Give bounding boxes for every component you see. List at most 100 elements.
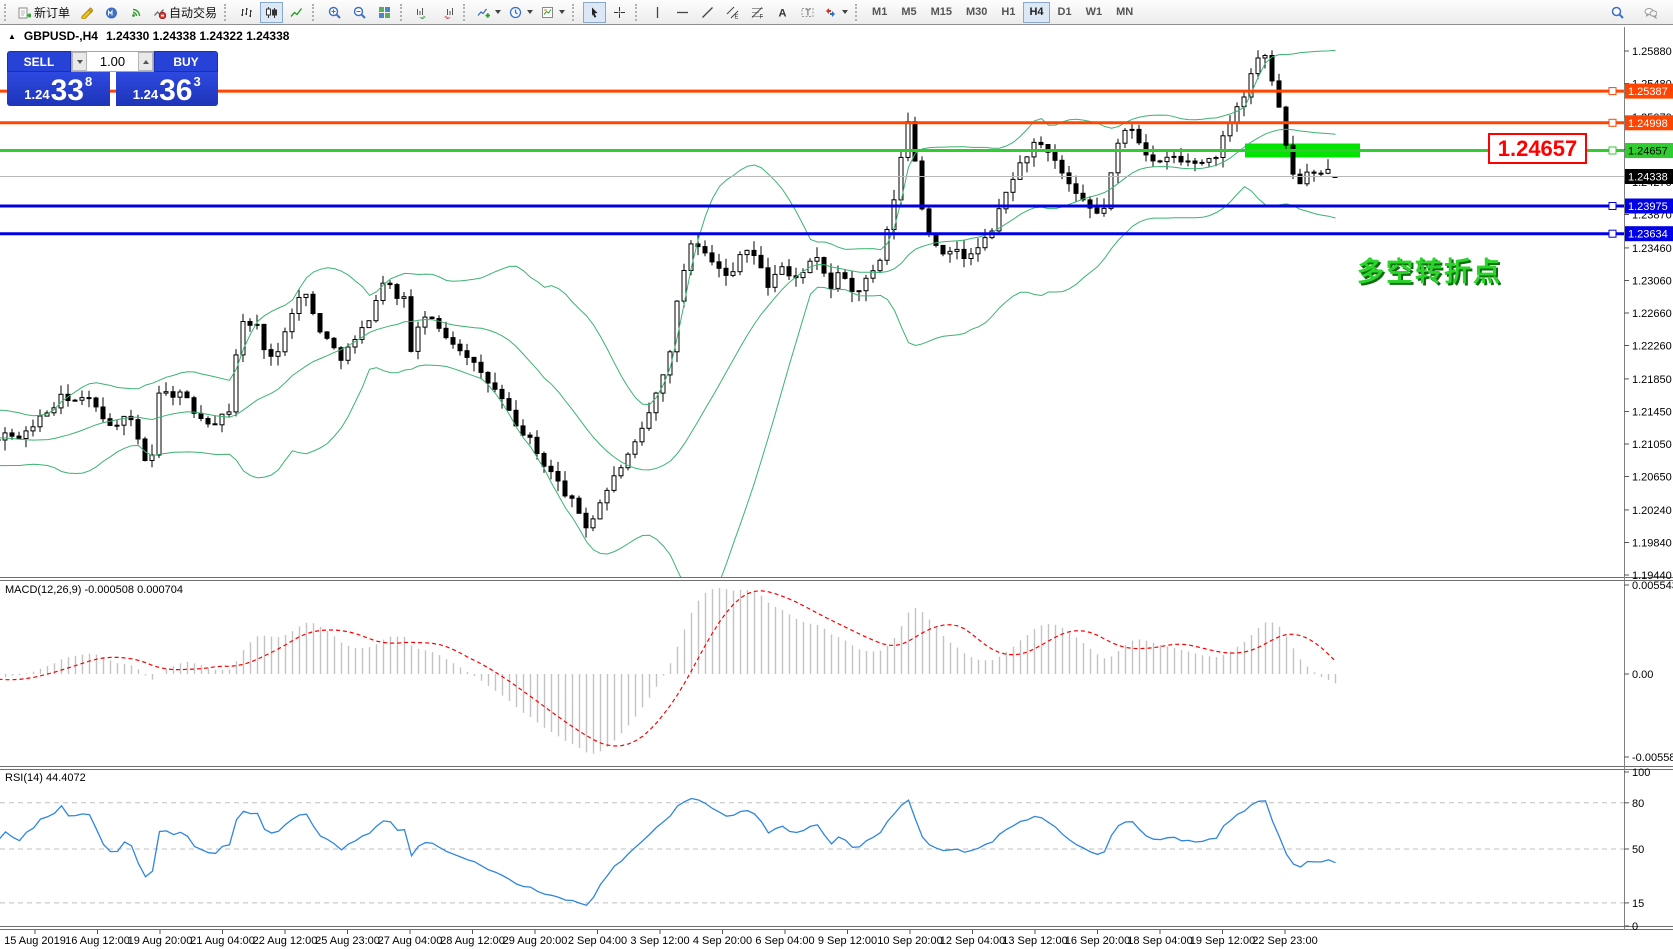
svg-text:18 Sep 04:00: 18 Sep 04:00 (1127, 935, 1192, 947)
svg-text:22 Aug 12:00: 22 Aug 12:00 (253, 935, 318, 947)
text-button[interactable]: A (771, 2, 794, 23)
svg-text:1.22660: 1.22660 (1632, 308, 1672, 320)
svg-text:1.23634: 1.23634 (1628, 229, 1668, 241)
svg-text:1.25880: 1.25880 (1632, 46, 1672, 58)
crosshair-button[interactable] (608, 2, 631, 23)
candlestick-chart-button[interactable] (260, 1, 284, 23)
cursor-button[interactable] (583, 1, 607, 23)
timeframe-d1-button[interactable]: D1 (1052, 2, 1078, 23)
sell-button[interactable]: SELL (7, 51, 71, 72)
timeframe-mn-button[interactable]: MN (1110, 2, 1139, 23)
timeframe-w1-button[interactable]: W1 (1080, 2, 1109, 23)
bid-price-label (1625, 169, 1673, 184)
svg-text:9 Sep 12:00: 9 Sep 12:00 (818, 935, 877, 947)
timeframe-h1-button[interactable]: H1 (995, 2, 1021, 23)
mql5-community-button[interactable] (100, 2, 123, 23)
horizontal-lines-layer (0, 87, 1624, 238)
templates-button[interactable] (538, 2, 568, 23)
svg-text:19 Aug 20:00: 19 Aug 20:00 (128, 935, 193, 947)
price-callout-box[interactable]: 1.24657 (1488, 133, 1587, 164)
indicators-button[interactable] (474, 2, 504, 23)
line-chart-button[interactable] (285, 2, 308, 23)
collapse-arrow-icon[interactable]: ▲ (8, 31, 16, 41)
signals-button[interactable] (125, 2, 148, 23)
svg-text:16 Sep 20:00: 16 Sep 20:00 (1065, 935, 1130, 947)
new-order-button[interactable]: 新订单 (15, 2, 73, 23)
timeframe-m5-button[interactable]: M5 (895, 2, 922, 23)
buy-button[interactable]: BUY (154, 51, 218, 72)
auto-scroll-button[interactable] (411, 2, 434, 23)
tile-windows-button[interactable] (373, 2, 396, 23)
chart-symbol-period: GBPUSD-,H4 (23, 29, 98, 43)
volume-increase-button[interactable] (138, 52, 153, 71)
text-label-button[interactable]: T (796, 2, 819, 23)
autotrading-button[interactable]: 自动交易 (150, 2, 220, 23)
svg-text:10 Sep 20:00: 10 Sep 20:00 (877, 935, 942, 947)
svg-text:28 Aug 12:00: 28 Aug 12:00 (440, 935, 505, 947)
timeframe-h4-button[interactable]: H4 (1023, 1, 1050, 23)
chart-shift-button[interactable] (436, 2, 459, 23)
chat-button[interactable] (1639, 2, 1662, 23)
metaeditor-button[interactable] (75, 2, 98, 23)
trendline-button[interactable] (696, 2, 719, 23)
volume-input[interactable]: 1.00 (99, 54, 126, 69)
toolbar: 新订单 自动交易 E F A T M1 M5 M15 M30 H1 H4 D1 W1 MN (0, 0, 1673, 25)
svg-text:0.005543: 0.005543 (1632, 580, 1673, 592)
volume-decrease-button[interactable] (72, 52, 87, 71)
buy-price[interactable]: 1.24 36 3 (115, 72, 218, 106)
rsi-pane[interactable] (0, 797, 1624, 907)
equidistant-channel-button[interactable]: E (721, 2, 744, 23)
horizontal-line-button[interactable] (671, 2, 694, 23)
macd-pane[interactable] (0, 588, 1337, 754)
chart-ohlc-values: 1.24330 1.24338 1.24322 1.24338 (105, 29, 290, 43)
price-axis[interactable]: 1.258801.254801.250701.246701.242701.238… (1624, 27, 1673, 933)
svg-text:29 Aug 20:00: 29 Aug 20:00 (503, 935, 568, 947)
svg-text:21 Aug 04:00: 21 Aug 04:00 (190, 935, 255, 947)
main-price-pane[interactable] (0, 49, 1624, 602)
svg-text:15 Aug 2019: 15 Aug 2019 (4, 935, 66, 947)
svg-text:F: F (760, 14, 764, 19)
chart-title: ▲ GBPUSD-,H4 1.24330 1.24338 1.24322 1.2… (8, 29, 289, 43)
svg-text:A: A (779, 7, 787, 19)
zoom-out-button[interactable] (348, 2, 371, 23)
arrows-button[interactable] (821, 2, 851, 23)
timeframe-m15-button[interactable]: M15 (925, 2, 958, 23)
svg-text:-0.005583: -0.005583 (1632, 752, 1673, 764)
periods-button[interactable] (506, 2, 536, 23)
svg-text:0: 0 (1632, 921, 1638, 933)
svg-text:19 Sep 12:00: 19 Sep 12:00 (1190, 935, 1255, 947)
fibonacci-button[interactable]: F (746, 2, 769, 23)
bar-chart-button[interactable] (235, 2, 258, 23)
svg-text:1.24998: 1.24998 (1628, 118, 1668, 130)
bollinger-bands-layer (0, 49, 1336, 578)
one-click-trading-panel: SELL 1.00 BUY 1.24 33 8 1.24 36 3 (7, 51, 218, 106)
timeframe-m1-button[interactable]: M1 (866, 2, 893, 23)
svg-text:2 Sep 04:00: 2 Sep 04:00 (568, 935, 627, 947)
zoom-in-button[interactable] (323, 2, 346, 23)
svg-text:100: 100 (1632, 767, 1650, 779)
annotation-text[interactable]: 多空转折点 (1357, 257, 1502, 288)
sell-price[interactable]: 1.24 33 8 (7, 72, 110, 106)
svg-text:1.24338: 1.24338 (1628, 172, 1668, 184)
svg-text:3 Sep 12:00: 3 Sep 12:00 (630, 935, 689, 947)
svg-text:1.25387: 1.25387 (1628, 86, 1668, 98)
svg-text:1.20240: 1.20240 (1632, 505, 1672, 517)
candles-layer (0, 50, 1338, 538)
svg-text:0.00: 0.00 (1632, 669, 1653, 681)
svg-text:1.23460: 1.23460 (1632, 243, 1672, 255)
svg-text:1.23060: 1.23060 (1632, 276, 1672, 288)
svg-text:80: 80 (1632, 798, 1644, 810)
svg-text:4 Sep 20:00: 4 Sep 20:00 (693, 935, 752, 947)
svg-text:12 Sep 04:00: 12 Sep 04:00 (940, 935, 1005, 947)
svg-text:1.21050: 1.21050 (1632, 439, 1672, 451)
timeframe-m30-button[interactable]: M30 (960, 2, 993, 23)
vertical-line-button[interactable] (646, 2, 669, 23)
search-button[interactable] (1606, 2, 1629, 23)
rsi-label: RSI(14) 44.4072 (5, 772, 86, 784)
svg-text:25 Aug 23:00: 25 Aug 23:00 (315, 935, 380, 947)
macd-label: MACD(12,26,9) -0.000508 0.000704 (5, 584, 183, 596)
svg-text:27 Aug 04:00: 27 Aug 04:00 (378, 935, 443, 947)
